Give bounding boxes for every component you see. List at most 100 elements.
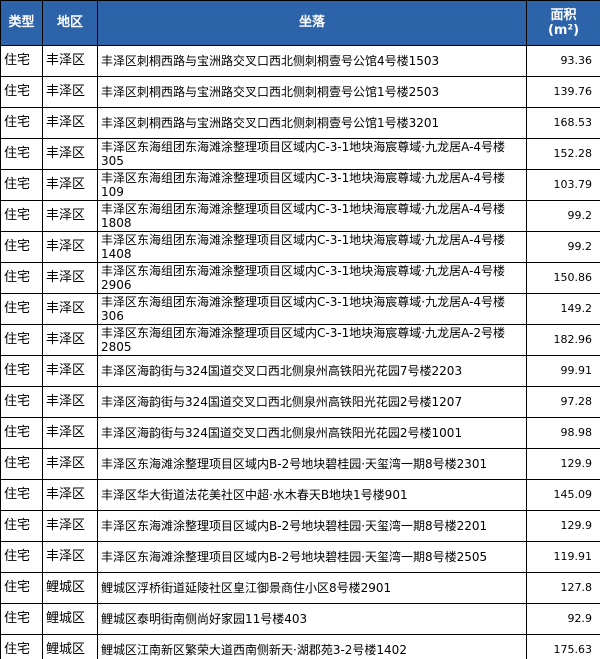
cell: 丰泽区: [42, 541, 98, 573]
row: 住宅 丰泽区 丰泽区刺桐西路与宝洲路交叉口西北侧刺桐壹号公馆1号楼3201 168.5…: [0, 107, 600, 139]
cell: 丰泽区华大街道法花美社区中超·水木春天B地块1号楼901: [97, 479, 527, 511]
cell: 152.28: [526, 138, 600, 170]
cell: 丰泽区: [42, 355, 98, 387]
cell: 127.8: [526, 572, 600, 604]
row: 住宅 丰泽区 丰泽区东海组团东海滩涂整理项目区域内C-3-1地块海宸尊域·九龙居A-…: [0, 231, 600, 263]
cell: 住宅: [0, 510, 43, 542]
cell: 鲤城区: [42, 634, 98, 659]
cell: 住宅: [0, 448, 43, 480]
cell: 99.2: [526, 200, 600, 232]
cell: 丰泽区东海组团东海滩涂整理项目区域内C-3-1地块海宸尊域·九龙居A-4号楼18…: [97, 200, 527, 232]
cell: 丰泽区海韵街与324国道交叉口西北侧泉州高铁阳光花园2号楼1001: [97, 417, 527, 449]
cell: 丰泽区海韵街与324国道交叉口西北侧泉州高铁阳光花园7号楼2203: [97, 355, 527, 387]
row: 住宅 鲤城区 鲤城区江南新区繁荣大道西南侧新天·湖郡苑3-2号楼1402 175.63: [0, 634, 600, 659]
cell: 住宅: [0, 138, 43, 170]
cell: 住宅: [0, 386, 43, 418]
cell: 丰泽区: [42, 76, 98, 108]
cell: 鲤城区江南新区繁荣大道西南侧新天·湖郡苑3-2号楼1402: [97, 634, 527, 659]
cell: 93.36: [526, 45, 600, 77]
cell: 丰泽区: [42, 262, 98, 294]
cell: 丰泽区东海滩涂整理项目区域内B-2号地块碧桂园·天玺湾一期8号楼2201: [97, 510, 527, 542]
cell: 丰泽区: [42, 138, 98, 170]
cell: 丰泽区: [42, 293, 98, 325]
row: 住宅 鲤城区 鲤城区浮桥街道延陵社区皇江御景商住小区8号楼2901 127.8: [0, 572, 600, 604]
cell: 鲤城区: [42, 603, 98, 635]
row: 住宅 丰泽区 丰泽区东海滩涂整理项目区域内B-2号地块碧桂园·天玺湾一期8号楼250…: [0, 541, 600, 573]
cell: 丰泽区: [42, 479, 98, 511]
cell: 丰泽区: [42, 169, 98, 201]
cell: 103.79: [526, 169, 600, 201]
row: 住宅 鲤城区 鲤城区泰明街南侧尚好家园11号楼403 92.9: [0, 603, 600, 635]
cell: 住宅: [0, 634, 43, 659]
cell: 住宅: [0, 45, 43, 77]
cell: 98.98: [526, 417, 600, 449]
cell: 住宅: [0, 231, 43, 263]
row: 住宅 丰泽区 丰泽区海韵街与324国道交叉口西北侧泉州高铁阳光花园2号楼1001 98…: [0, 417, 600, 449]
row: 住宅 丰泽区 丰泽区东海组团东海滩涂整理项目区域内C-3-1地块海宸尊域·九龙居A-…: [0, 138, 600, 170]
cell: 丰泽区东海组团东海滩涂整理项目区域内C-3-1地块海宸尊域·九龙居A-4号楼29…: [97, 262, 527, 294]
cell: 145.09: [526, 479, 600, 511]
cell: 149.2: [526, 293, 600, 325]
cell: 住宅: [0, 200, 43, 232]
cell: 住宅: [0, 417, 43, 449]
row: 住宅 丰泽区 丰泽区华大街道法花美社区中超·水木春天B地块1号楼901 145.09: [0, 479, 600, 511]
cell: 129.9: [526, 448, 600, 480]
cell: 丰泽区海韵街与324国道交叉口西北侧泉州高铁阳光花园2号楼1207: [97, 386, 527, 418]
row: 住宅 丰泽区 丰泽区东海组团东海滩涂整理项目区域内C-3-1地块海宸尊域·九龙居A-…: [0, 324, 600, 356]
row: 住宅 丰泽区 丰泽区刺桐西路与宝洲路交叉口西北侧刺桐壹号公馆1号楼2503 139.7…: [0, 76, 600, 108]
cell: 丰泽区: [42, 386, 98, 418]
row: 住宅 丰泽区 丰泽区海韵街与324国道交叉口西北侧泉州高铁阳光花园2号楼1207 97…: [0, 386, 600, 418]
cell: 97.28: [526, 386, 600, 418]
cell: 住宅: [0, 541, 43, 573]
cell: 丰泽区东海组团东海滩涂整理项目区域内C-3-1地块海宸尊域·九龙居A-4号楼30…: [97, 293, 527, 325]
cell: 丰泽区: [42, 324, 98, 356]
cell: 丰泽区东海滩涂整理项目区域内B-2号地块碧桂园·天玺湾一期8号楼2301: [97, 448, 527, 480]
cell: 丰泽区东海滩涂整理项目区域内B-2号地块碧桂园·天玺湾一期8号楼2505: [97, 541, 527, 573]
header-cell: 面积 (m²): [526, 0, 600, 46]
cell: 129.9: [526, 510, 600, 542]
cell: 丰泽区东海组团东海滩涂整理项目区域内C-3-1地块海宸尊域·九龙居A-4号楼14…: [97, 231, 527, 263]
row: 住宅 丰泽区 丰泽区东海滩涂整理项目区域内B-2号地块碧桂园·天玺湾一期8号楼230…: [0, 448, 600, 480]
cell: 鲤城区: [42, 572, 98, 604]
cell: 住宅: [0, 293, 43, 325]
cell: 丰泽区: [42, 45, 98, 77]
cell: 99.2: [526, 231, 600, 263]
cell: 丰泽区: [42, 510, 98, 542]
cell: 150.86: [526, 262, 600, 294]
header-cell: 类型: [0, 0, 43, 46]
cell: 丰泽区东海组团东海滩涂整理项目区域内C-3-1地块海宸尊域·九龙居A-4号楼10…: [97, 169, 527, 201]
cell: 鲤城区浮桥街道延陵社区皇江御景商住小区8号楼2901: [97, 572, 527, 604]
row: 住宅 丰泽区 丰泽区东海滩涂整理项目区域内B-2号地块碧桂园·天玺湾一期8号楼220…: [0, 510, 600, 542]
cell: 丰泽区东海组团东海滩涂整理项目区域内C-3-1地块海宸尊域·九龙居A-4号楼30…: [97, 138, 527, 170]
cell: 丰泽区刺桐西路与宝洲路交叉口西北侧刺桐壹号公馆1号楼2503: [97, 76, 527, 108]
cell: 丰泽区: [42, 231, 98, 263]
header-row: 类型 地区 坐落 面积 (m²): [0, 0, 600, 46]
header-text: 面积: [550, 8, 577, 23]
row: 住宅 丰泽区 丰泽区东海组团东海滩涂整理项目区域内C-3-1地块海宸尊域·九龙居A-…: [0, 169, 600, 201]
cell: 住宅: [0, 107, 43, 139]
header-unit: (m²): [547, 23, 580, 38]
cell: 丰泽区: [42, 417, 98, 449]
cell: 丰泽区: [42, 448, 98, 480]
cell: 住宅: [0, 355, 43, 387]
cell: 住宅: [0, 603, 43, 635]
cell: 168.53: [526, 107, 600, 139]
cell: 住宅: [0, 479, 43, 511]
cell: 住宅: [0, 76, 43, 108]
cell: 119.91: [526, 541, 600, 573]
cell: 175.63: [526, 634, 600, 659]
cell: 139.76: [526, 76, 600, 108]
cell: 182.96: [526, 324, 600, 356]
cell: 住宅: [0, 262, 43, 294]
cell: 丰泽区刺桐西路与宝洲路交叉口西北侧刺桐壹号公馆1号楼3201: [97, 107, 527, 139]
cell: 住宅: [0, 572, 43, 604]
row: 住宅 丰泽区 丰泽区东海组团东海滩涂整理项目区域内C-3-1地块海宸尊域·九龙居A-…: [0, 293, 600, 325]
row: 住宅 丰泽区 丰泽区东海组团东海滩涂整理项目区域内C-3-1地块海宸尊域·九龙居A-…: [0, 262, 600, 294]
cell: 92.9: [526, 603, 600, 635]
cell: 住宅: [0, 324, 43, 356]
row: 住宅 丰泽区 丰泽区海韵街与324国道交叉口西北侧泉州高铁阳光花园7号楼2203 99…: [0, 355, 600, 387]
cell: 丰泽区东海组团东海滩涂整理项目区域内C-3-1地块海宸尊域·九龙居A-2号楼28…: [97, 324, 527, 356]
row: 住宅 丰泽区 丰泽区东海组团东海滩涂整理项目区域内C-3-1地块海宸尊域·九龙居A-…: [0, 200, 600, 232]
